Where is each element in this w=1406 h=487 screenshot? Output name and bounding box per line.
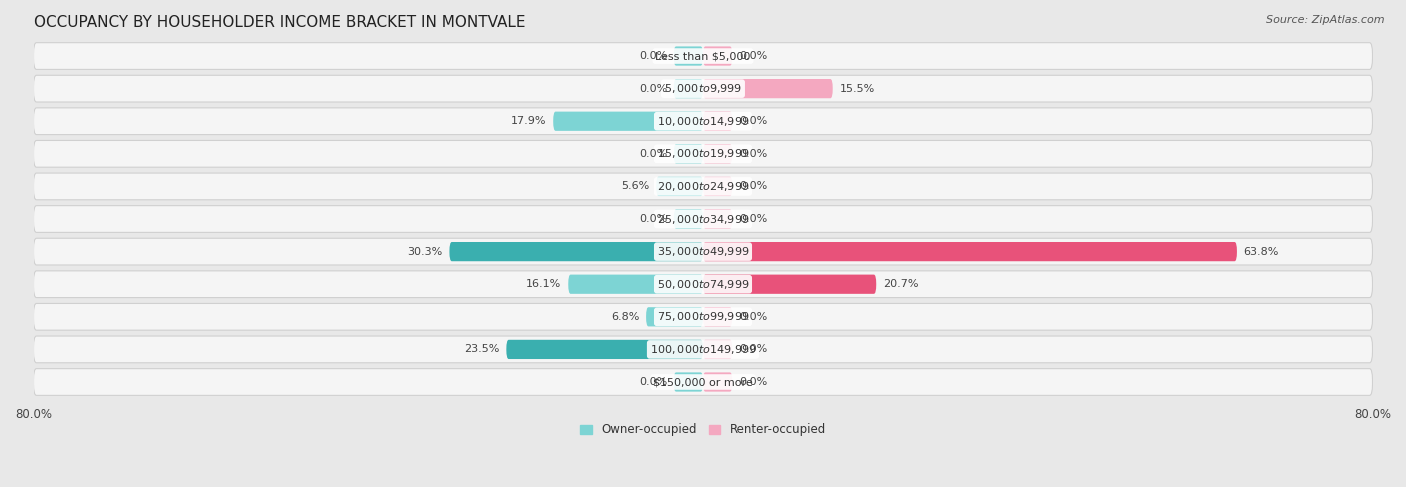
Text: 0.0%: 0.0% (740, 182, 768, 191)
FancyBboxPatch shape (673, 373, 703, 392)
FancyBboxPatch shape (34, 140, 1372, 167)
Text: 0.0%: 0.0% (740, 312, 768, 322)
Text: 0.0%: 0.0% (740, 116, 768, 126)
FancyBboxPatch shape (703, 275, 876, 294)
FancyBboxPatch shape (673, 46, 703, 66)
FancyBboxPatch shape (553, 112, 703, 131)
FancyBboxPatch shape (657, 177, 703, 196)
Text: 17.9%: 17.9% (510, 116, 547, 126)
Text: 0.0%: 0.0% (638, 84, 666, 94)
FancyBboxPatch shape (34, 108, 1372, 134)
Text: $50,000 to $74,999: $50,000 to $74,999 (657, 278, 749, 291)
Text: $35,000 to $49,999: $35,000 to $49,999 (657, 245, 749, 258)
Text: $150,000 or more: $150,000 or more (654, 377, 752, 387)
FancyBboxPatch shape (673, 79, 703, 98)
FancyBboxPatch shape (34, 369, 1372, 395)
FancyBboxPatch shape (34, 303, 1372, 330)
Text: 30.3%: 30.3% (408, 246, 443, 257)
FancyBboxPatch shape (568, 275, 703, 294)
FancyBboxPatch shape (703, 46, 733, 66)
Text: OCCUPANCY BY HOUSEHOLDER INCOME BRACKET IN MONTVALE: OCCUPANCY BY HOUSEHOLDER INCOME BRACKET … (34, 15, 524, 30)
Text: 0.0%: 0.0% (740, 149, 768, 159)
Text: $100,000 to $149,999: $100,000 to $149,999 (650, 343, 756, 356)
Text: Source: ZipAtlas.com: Source: ZipAtlas.com (1267, 15, 1385, 25)
Text: 63.8%: 63.8% (1244, 246, 1279, 257)
Text: 0.0%: 0.0% (638, 214, 666, 224)
FancyBboxPatch shape (34, 271, 1372, 298)
FancyBboxPatch shape (703, 79, 832, 98)
Text: 23.5%: 23.5% (464, 344, 499, 355)
Text: 0.0%: 0.0% (638, 377, 666, 387)
FancyBboxPatch shape (450, 242, 703, 261)
FancyBboxPatch shape (703, 242, 1237, 261)
Text: Less than $5,000: Less than $5,000 (655, 51, 751, 61)
Text: $75,000 to $99,999: $75,000 to $99,999 (657, 310, 749, 323)
Text: $20,000 to $24,999: $20,000 to $24,999 (657, 180, 749, 193)
FancyBboxPatch shape (34, 43, 1372, 70)
Text: 5.6%: 5.6% (621, 182, 650, 191)
FancyBboxPatch shape (34, 206, 1372, 232)
FancyBboxPatch shape (703, 340, 733, 359)
FancyBboxPatch shape (506, 340, 703, 359)
Text: $15,000 to $19,999: $15,000 to $19,999 (657, 148, 749, 160)
Text: 16.1%: 16.1% (526, 279, 561, 289)
Text: 0.0%: 0.0% (740, 377, 768, 387)
FancyBboxPatch shape (703, 307, 733, 326)
Text: 15.5%: 15.5% (839, 84, 875, 94)
FancyBboxPatch shape (703, 177, 733, 196)
FancyBboxPatch shape (703, 209, 733, 228)
FancyBboxPatch shape (647, 307, 703, 326)
FancyBboxPatch shape (34, 336, 1372, 363)
Text: $10,000 to $14,999: $10,000 to $14,999 (657, 115, 749, 128)
Text: 20.7%: 20.7% (883, 279, 918, 289)
Text: 0.0%: 0.0% (740, 51, 768, 61)
FancyBboxPatch shape (34, 75, 1372, 102)
Text: 6.8%: 6.8% (612, 312, 640, 322)
FancyBboxPatch shape (703, 373, 733, 392)
Legend: Owner-occupied, Renter-occupied: Owner-occupied, Renter-occupied (575, 419, 831, 441)
FancyBboxPatch shape (34, 173, 1372, 200)
Text: $5,000 to $9,999: $5,000 to $9,999 (664, 82, 742, 95)
FancyBboxPatch shape (34, 238, 1372, 265)
FancyBboxPatch shape (673, 144, 703, 164)
Text: 0.0%: 0.0% (740, 214, 768, 224)
FancyBboxPatch shape (703, 112, 733, 131)
Text: 0.0%: 0.0% (638, 149, 666, 159)
FancyBboxPatch shape (673, 209, 703, 228)
Text: $25,000 to $34,999: $25,000 to $34,999 (657, 212, 749, 225)
Text: 0.0%: 0.0% (638, 51, 666, 61)
Text: 0.0%: 0.0% (740, 344, 768, 355)
FancyBboxPatch shape (703, 144, 733, 164)
